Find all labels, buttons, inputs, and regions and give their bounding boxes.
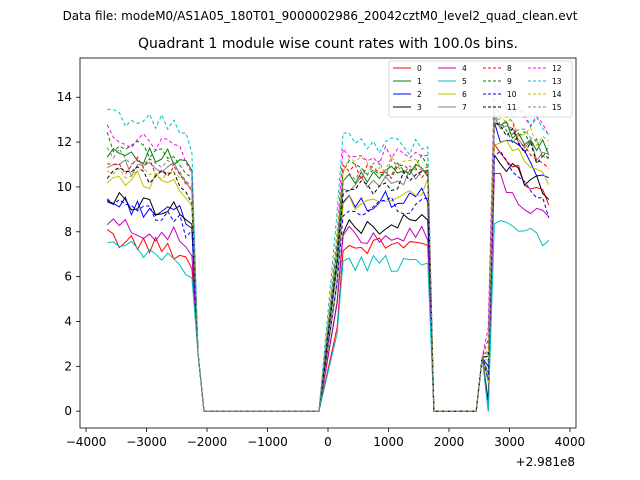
- legend-label-15: 15: [552, 103, 562, 112]
- series-line-3: [106, 153, 550, 412]
- legend-label-10: 10: [507, 90, 517, 99]
- x-tick-label: 1000: [373, 435, 404, 449]
- x-tick-label: −3000: [126, 435, 167, 449]
- legend-label-9: 9: [507, 77, 512, 86]
- legend-label-11: 11: [507, 103, 517, 112]
- series-line-4: [106, 173, 550, 412]
- x-tick-label: 2000: [434, 435, 465, 449]
- y-tick-label: 10: [57, 180, 72, 194]
- legend-label-5: 5: [462, 77, 467, 86]
- x-tick-label: 0: [324, 435, 332, 449]
- legend-label-6: 6: [462, 90, 467, 99]
- legend-label-2: 2: [417, 90, 422, 99]
- x-tick-label: −1000: [247, 435, 288, 449]
- y-tick-label: 6: [64, 270, 72, 284]
- y-axis: 0 2 4 6 8 10 12 14: [57, 90, 80, 418]
- x-axis: −4000 −3000 −2000 −1000 0 1000 2000 3000 4000: [66, 428, 585, 449]
- series-line-5: [107, 220, 550, 412]
- figure-suptitle: Data file: modeM0/AS1A05_180T01_90000029…: [63, 9, 578, 23]
- chart-title: Quadrant 1 module wise count rates with …: [138, 36, 518, 52]
- y-tick-label: 0: [64, 404, 72, 418]
- y-tick-label: 8: [64, 225, 72, 239]
- series-line-15: [106, 111, 550, 412]
- legend-label-8: 8: [507, 64, 512, 73]
- y-tick-label: 4: [64, 314, 72, 328]
- legend-label-1: 1: [417, 77, 422, 86]
- series-line-9: [106, 122, 550, 412]
- series-line-10: [106, 150, 550, 412]
- y-tick-label: 2: [64, 359, 72, 373]
- x-tick-label: −2000: [187, 435, 228, 449]
- series-line-6: [106, 139, 550, 412]
- legend-label-0: 0: [417, 64, 422, 73]
- legend-label-12: 12: [552, 64, 562, 73]
- series-line-1: [106, 121, 550, 412]
- legend-label-14: 14: [552, 90, 562, 99]
- legend-box: [388, 60, 573, 118]
- legend-label-13: 13: [552, 77, 562, 86]
- legend-label-4: 4: [462, 64, 467, 73]
- x-axis-offset-label: +2.981e8: [516, 455, 575, 469]
- x-tick-label: 3000: [494, 435, 525, 449]
- y-tick-label: 12: [57, 135, 72, 149]
- legend-label-7: 7: [462, 103, 467, 112]
- series-line-14: [106, 117, 550, 412]
- legend-label-3: 3: [417, 103, 422, 112]
- y-tick-label: 14: [57, 90, 72, 104]
- series-line-11: [106, 121, 549, 412]
- x-tick-label: 4000: [555, 435, 586, 449]
- x-tick-label: −4000: [66, 435, 107, 449]
